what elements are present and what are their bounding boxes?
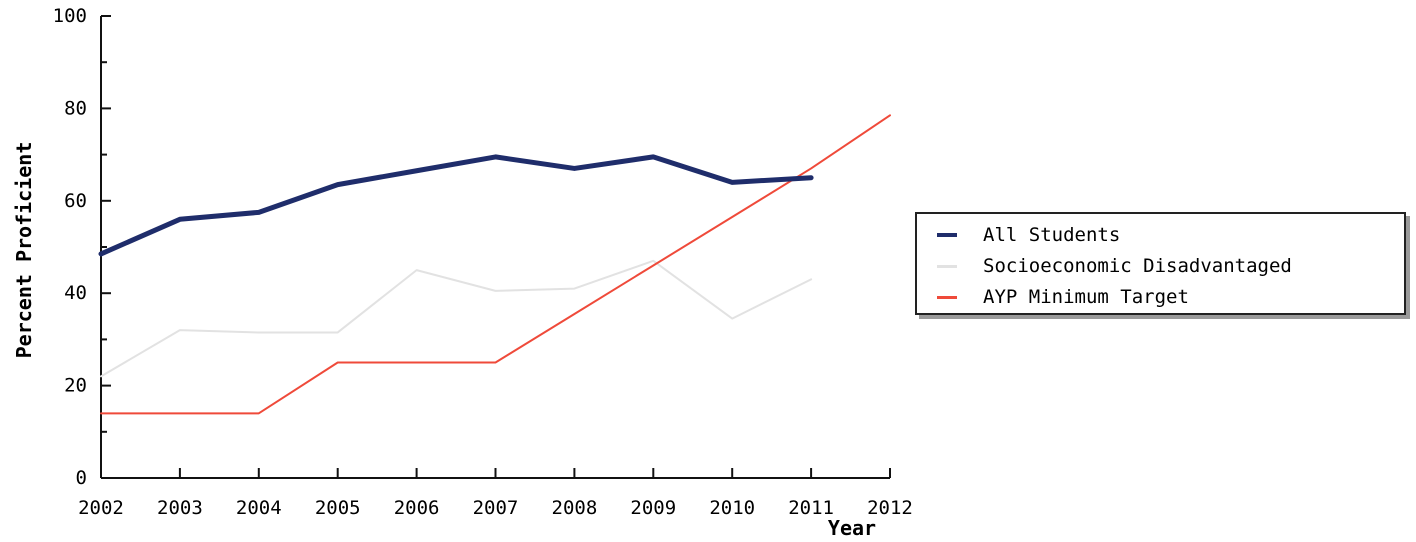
x-tick-label: 2003 — [157, 497, 203, 519]
x-tick-label: 2005 — [315, 497, 361, 519]
legend-label-ayp-minimum-target: AYP Minimum Target — [983, 286, 1189, 308]
y-axis-title: Percent Proficient — [12, 142, 36, 359]
x-tick-label: 2012 — [867, 497, 913, 519]
series-line-all-students — [98, 154, 814, 257]
y-tick-label: 100 — [53, 5, 87, 27]
x-tick-label: 2010 — [709, 497, 755, 519]
y-tick-label: 80 — [64, 97, 87, 119]
y-tick-label: 40 — [64, 282, 87, 304]
legend-swatch-all-students — [937, 233, 957, 237]
y-tick-label: 0 — [76, 467, 87, 489]
axes — [100, 15, 891, 479]
series-lines — [98, 114, 891, 415]
x-tick-label: 2007 — [473, 497, 519, 519]
x-tick-label: 2008 — [552, 497, 598, 519]
legend: All Students Socioeconomic Disadvantaged… — [915, 212, 1406, 315]
legend-swatch-socioeconomic-disadvantaged — [937, 264, 957, 268]
x-tick-label: 2011 — [788, 497, 834, 519]
legend-item-socioeconomic-disadvantaged: Socioeconomic Disadvantaged — [917, 253, 1292, 279]
y-tick-label: 60 — [64, 190, 87, 212]
series-line-socioeconomic-disadvantaged — [100, 259, 813, 378]
legend-label-all-students: All Students — [983, 224, 1121, 246]
x-tick-label: 2004 — [236, 497, 282, 519]
legend-swatch-ayp-minimum-target — [937, 295, 957, 299]
legend-label-socioeconomic-disadvantaged: Socioeconomic Disadvantaged — [983, 255, 1292, 277]
x-tick-label: 2002 — [78, 497, 124, 519]
x-tick-label: 2006 — [394, 497, 440, 519]
legend-item-ayp-minimum-target: AYP Minimum Target — [917, 284, 1189, 310]
tick-labels: 0 20 40 60 80 100 2002 2003 2004 2005 2006 2007 2008… — [53, 5, 913, 519]
series-line-ayp-minimum-target — [100, 114, 891, 415]
x-axis-title: Year — [828, 516, 876, 540]
legend-item-all-students: All Students — [917, 222, 1120, 248]
x-tick-label: 2009 — [630, 497, 676, 519]
y-tick-label: 20 — [64, 375, 87, 397]
